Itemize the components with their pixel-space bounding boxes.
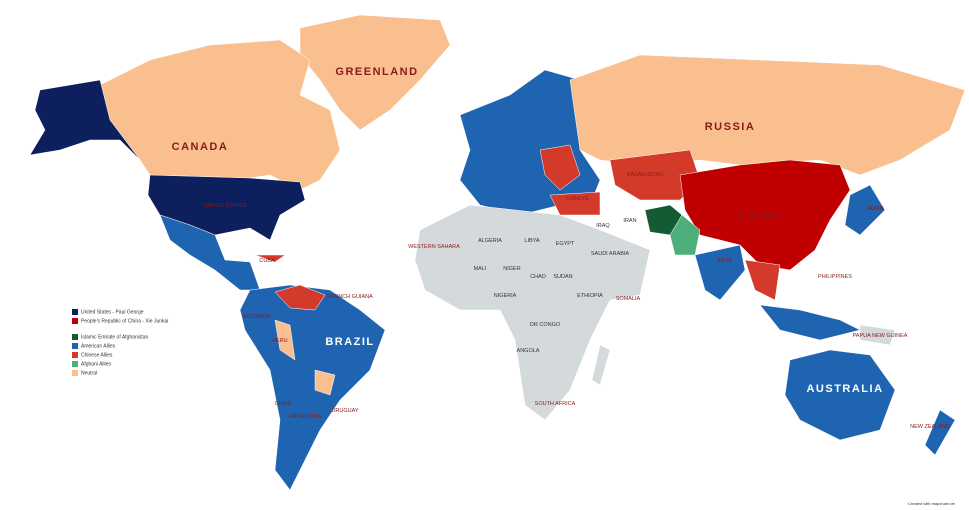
country-label: KAZAKHSTAN (627, 172, 663, 178)
country-label: ANGOLA (517, 348, 540, 354)
cuba (254, 254, 286, 263)
china (679, 159, 851, 271)
country-label: AUSTRALIA (806, 383, 883, 395)
madagascar (591, 344, 611, 386)
country-label: URUGUAY (331, 408, 358, 414)
country-label: CHAD (530, 274, 546, 280)
legend-label: American Allies (81, 343, 116, 349)
legend-label: Afghani Allies (81, 361, 112, 367)
india (694, 244, 746, 301)
russia (569, 54, 966, 176)
pakistan (669, 214, 701, 256)
country-label: PHILIPPINES (818, 274, 852, 280)
country-label: SOUTH AFRICA (535, 401, 576, 407)
country-label: ECUADOR (243, 314, 271, 320)
country-label: NIGERIA (494, 293, 517, 299)
country-label: IRAQ (596, 223, 610, 229)
alaska (29, 79, 141, 161)
country-label: CUBA (259, 258, 275, 264)
legend-swatch (72, 361, 78, 367)
country-label: PAPUA NEW GUINEA (853, 333, 908, 339)
country-label: ALGERIA (478, 238, 502, 244)
greenland (299, 14, 451, 131)
country-label: CHINA (739, 211, 781, 223)
legend-swatch (72, 309, 78, 315)
country-label: RUSSIA (705, 121, 756, 133)
united-states (147, 174, 306, 241)
legend-swatch (72, 370, 78, 376)
country-label: SOMALIA (616, 296, 641, 302)
country-label: FRENCH GUIANA (327, 294, 373, 300)
country-label: SAUDI ARABIA (591, 251, 630, 257)
venezuela (274, 284, 326, 311)
landmasses (29, 14, 966, 491)
country-label: BRAZIL (325, 336, 374, 348)
canada (99, 39, 341, 191)
country-label: TURKIYE (565, 196, 589, 202)
legend-swatch (72, 318, 78, 324)
indonesia (759, 304, 861, 341)
country-label: INDIA (718, 258, 733, 264)
africa-middle-east (414, 204, 651, 421)
south-america (239, 284, 386, 491)
country-label: LIBYA (524, 238, 540, 244)
country-label: IRAN (623, 218, 636, 224)
country-label: CHILE (275, 401, 292, 407)
legend-label: Neutral (81, 370, 97, 376)
turkiye (549, 191, 601, 216)
country-label: ARGENTINA (289, 414, 321, 420)
country-label: MALI (474, 266, 487, 272)
credit: Created with mapchart.net (908, 501, 956, 506)
country-label: DR CONGO (530, 322, 561, 328)
country-label: EGYPT (556, 241, 575, 247)
kazakhstan (609, 149, 701, 201)
country-label: JAPAN (866, 206, 883, 212)
country-label: CANADA (172, 141, 229, 153)
country-label: WESTERN SAHARA (408, 244, 460, 250)
peru (274, 319, 296, 361)
legend-swatch (72, 334, 78, 340)
legend: United States - Paul George People's Repu… (72, 309, 168, 376)
southeast-asia (744, 259, 781, 301)
belarus-ukraine (539, 144, 581, 191)
country-label: GREENLAND (335, 66, 418, 78)
legend-label: Islamic Emirate of Afghanistan (81, 334, 148, 340)
country-label: NEW ZEALAND (910, 424, 950, 430)
legend-label: People's Republic of China - Xie Junkai (81, 318, 168, 324)
legend-label: United States - Paul George (81, 309, 144, 315)
country-label: ETHIOPIA (577, 293, 603, 299)
legend-label: Chinese Allies (81, 352, 113, 358)
papua-new-guinea (859, 324, 896, 346)
country-label: PERU (272, 338, 287, 344)
legend-swatch (72, 352, 78, 358)
legend-swatch (72, 343, 78, 349)
country-label: SUDAN (553, 274, 572, 280)
japan (844, 184, 886, 236)
new-zealand (924, 409, 956, 456)
map-labels: GREENLAND CANADA RUSSIA KAZAKHSTAN CHINA… (172, 66, 950, 430)
paraguay (314, 369, 336, 396)
country-label: NIGER (503, 266, 520, 272)
country-label: UNITED STATES (204, 203, 247, 209)
australia (784, 349, 896, 441)
